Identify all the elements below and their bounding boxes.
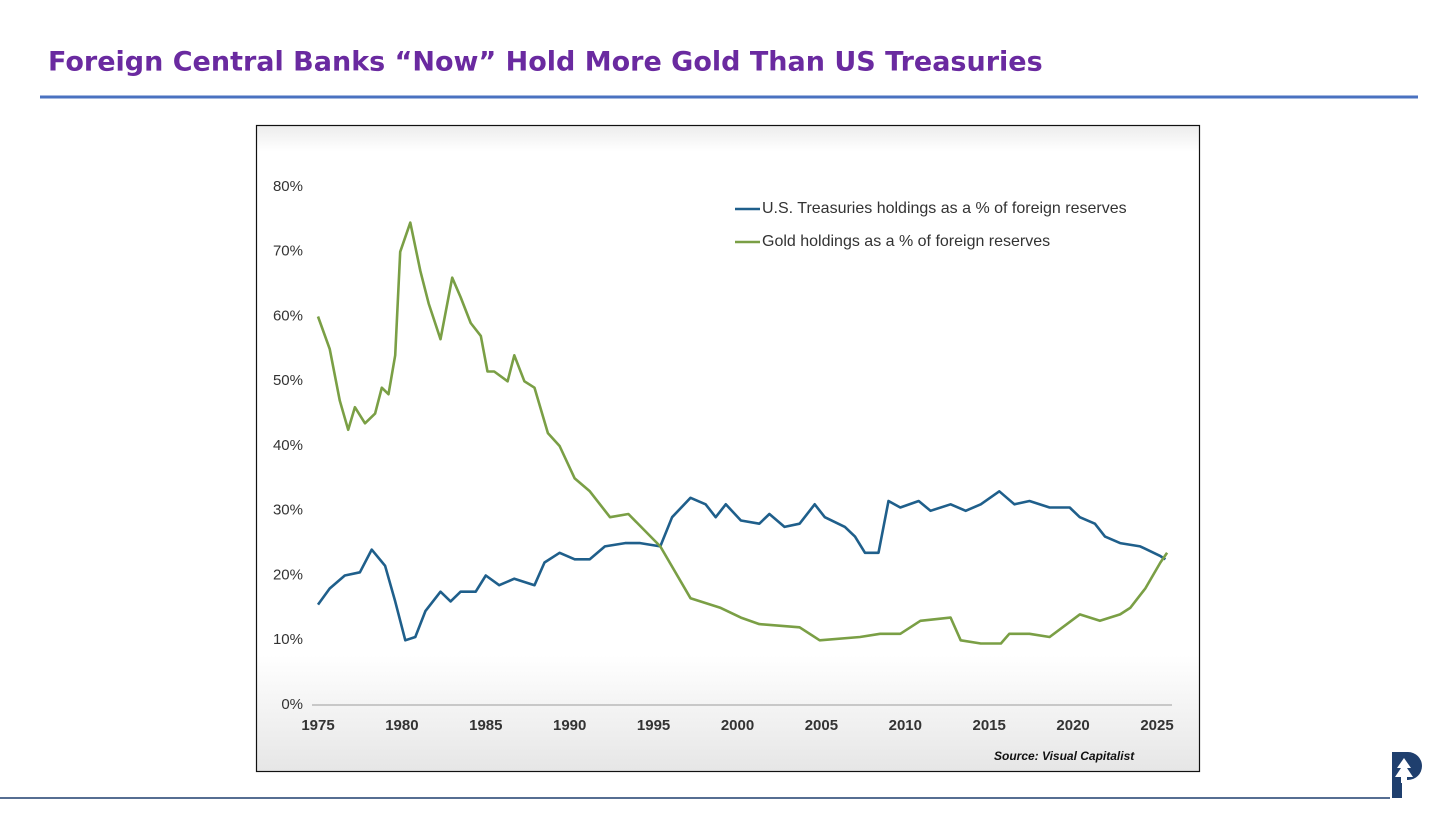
series-line bbox=[316, 221, 1169, 645]
y-tick-label: 40% bbox=[273, 437, 303, 454]
y-tick-label: 60% bbox=[273, 307, 303, 324]
y-tick-label: 70% bbox=[273, 243, 303, 260]
legend-label: Gold holdings as a % of foreign reserves bbox=[762, 233, 1050, 250]
y-tick-label: 20% bbox=[273, 566, 303, 583]
y-tick-label: 10% bbox=[273, 631, 303, 648]
legend-label: U.S. Treasuries holdings as a % of forei… bbox=[762, 200, 1127, 217]
x-tick-label: 1995 bbox=[637, 717, 670, 734]
source: Source: Visual Capitalist bbox=[994, 749, 1135, 763]
x-tick-label: 2010 bbox=[889, 717, 922, 734]
series-line bbox=[316, 490, 1167, 642]
x-tick-label: 2015 bbox=[973, 717, 1006, 734]
x-tick-label: 1990 bbox=[553, 717, 586, 734]
x-tick-label: 2000 bbox=[721, 717, 754, 734]
y-tick-label: 80% bbox=[273, 178, 303, 195]
slide-title: Foreign Central Banks “Now” Hold More Go… bbox=[48, 47, 1043, 78]
y-tick-label: 30% bbox=[273, 502, 303, 519]
x-tick-label: 2020 bbox=[1056, 717, 1089, 734]
x-tick-label: 1980 bbox=[385, 717, 418, 734]
chart-frame bbox=[255, 124, 1201, 773]
y-tick-label: 50% bbox=[273, 372, 303, 389]
x-tick-label: 2025 bbox=[1140, 717, 1173, 734]
x-tick-label: 1975 bbox=[301, 717, 334, 734]
y-tick-label: 0% bbox=[281, 696, 303, 713]
x-tick-label: 1985 bbox=[469, 717, 502, 734]
plot: 0% 10% 20% 30% 40% 50% 60% 70% 80% 1975 1980 1985 19… bbox=[273, 178, 1174, 734]
x-tick-label: 2005 bbox=[805, 717, 838, 734]
logo bbox=[1392, 752, 1422, 798]
